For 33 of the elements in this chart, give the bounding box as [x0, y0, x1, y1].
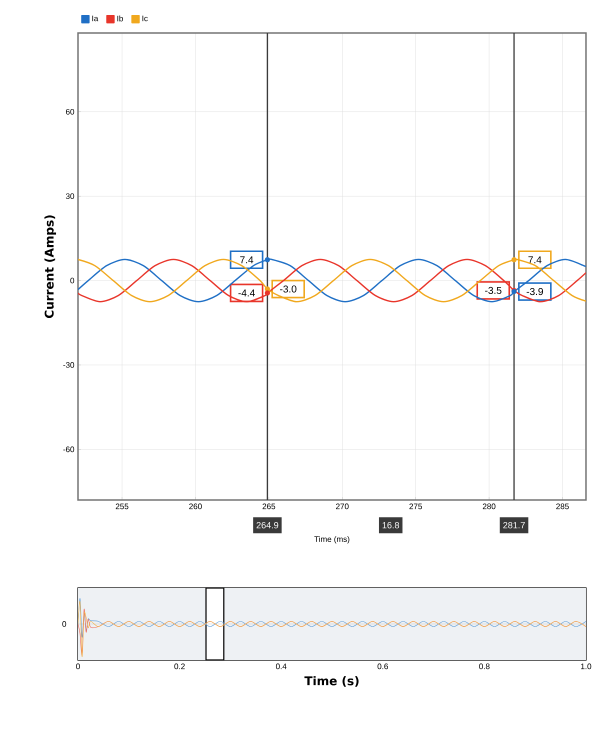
ref-line-label: 264.9	[256, 522, 278, 528]
y-tick-label: 30	[66, 193, 74, 200]
x-tick-label: 0	[76, 664, 80, 670]
x-tick-label: 1.0	[581, 664, 592, 670]
x-tick-label: 265	[262, 504, 276, 510]
x-axis-title: Time (s)	[304, 676, 359, 687]
x-tick-label: 285	[556, 504, 569, 510]
x-tick-label: 280	[482, 504, 496, 510]
y-tick-label: 60	[66, 108, 74, 115]
x-tick-label: 0.8	[479, 664, 490, 670]
x-tick-label: 0.6	[378, 664, 388, 670]
data-label: -3.5	[485, 286, 502, 294]
text: 16.8	[382, 522, 400, 528]
legend-label: Ib	[117, 16, 124, 22]
x-axis-title: Time (ms)	[314, 536, 350, 544]
y-tick-label: -30	[63, 362, 74, 368]
data-label: -3.0	[280, 285, 296, 293]
data-label: 7.4	[240, 256, 254, 264]
data-label: 7.4	[528, 256, 542, 264]
y-tick-label: 0	[70, 278, 74, 284]
data-label: -3.9	[526, 288, 544, 296]
legend-label: Ic	[142, 16, 148, 22]
x-tick-label: 0.4	[276, 664, 287, 670]
ref-line-label: 281.7	[503, 522, 525, 528]
x-tick-label: 270	[336, 504, 349, 510]
x-tick-label: 275	[409, 504, 422, 510]
x-tick-label: 255	[116, 504, 128, 510]
legend-label: Ia	[92, 16, 98, 22]
x-tick-label: 260	[189, 504, 202, 510]
y-tick-label: -60	[63, 446, 74, 452]
y-axis-title: Current (Amps)	[44, 215, 56, 318]
x-tick-label: 0.2	[174, 664, 185, 670]
data-label: -4.4	[238, 290, 255, 296]
